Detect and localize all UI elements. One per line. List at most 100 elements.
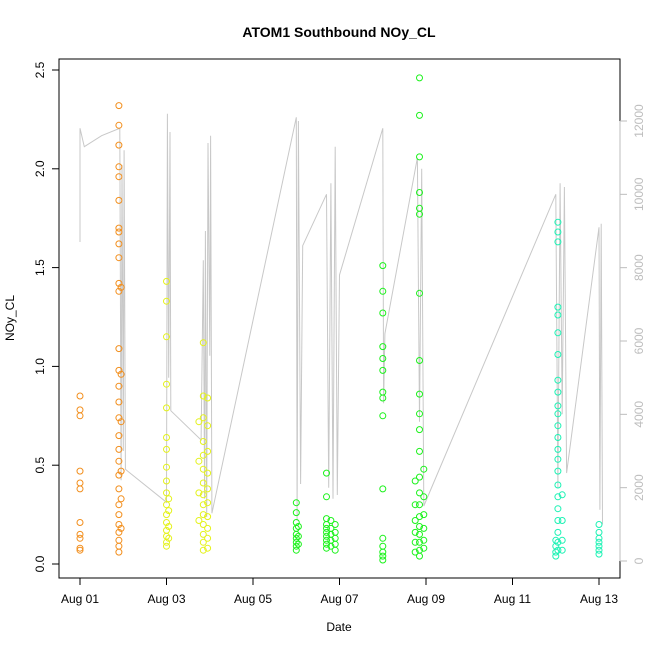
data-point-series-2: [199, 392, 207, 400]
y-tick-label: 2.0: [33, 160, 47, 177]
y-axis-label: NOy_CL: [3, 295, 17, 341]
data-point-series-1: [115, 240, 123, 248]
data-point-series-4: [558, 536, 566, 544]
data-point-series-2: [199, 511, 207, 519]
data-point-series-3: [420, 511, 428, 519]
data-point-series-2: [199, 538, 207, 546]
data-point-series-3: [420, 524, 428, 532]
data-point-series-2: [204, 524, 212, 532]
data-point-series-2: [199, 491, 207, 499]
x-tick-label: Aug 05: [234, 592, 272, 606]
data-point-series-4: [554, 455, 562, 463]
x-tick-label: Aug 03: [147, 592, 185, 606]
data-point-series-4: [554, 218, 562, 226]
data-point-series-2: [165, 507, 173, 515]
data-point-series-2: [195, 418, 203, 426]
data-point-series-1: [76, 406, 84, 414]
data-point-series-2: [204, 485, 212, 493]
data-point-series-1: [117, 370, 125, 378]
data-point-series-1: [115, 542, 123, 550]
data-point-series-1: [115, 471, 123, 479]
data-point-series-1: [115, 521, 123, 528]
data-point-series-2: [163, 477, 170, 485]
data-point-series-4: [554, 228, 562, 236]
data-point-series-1: [115, 382, 123, 390]
data-point-series-2: [199, 451, 207, 459]
data-point-series-3: [323, 536, 330, 544]
data-point-series-3: [292, 499, 300, 507]
x-tick-label: Aug 13: [580, 592, 618, 606]
data-point-series-3: [411, 538, 419, 546]
data-point-series-3: [294, 523, 302, 530]
data-point-series-4: [558, 517, 566, 524]
data-point-series-3: [416, 189, 423, 196]
data-point-series-2: [204, 394, 212, 402]
data-point-series-4: [554, 467, 562, 475]
data-point-series-2: [199, 438, 207, 445]
data-point-series-2: [199, 339, 207, 347]
data-point-series-4: [554, 329, 562, 337]
data-point-series-1: [115, 224, 123, 232]
data-point-series-2: [165, 523, 173, 530]
secondary-y-axis: 0 2000 4000 6000 8000 10000 12000: [619, 104, 646, 564]
x-tick-label: Aug 11: [494, 592, 531, 606]
data-point-series-1: [115, 398, 123, 406]
data-point-series-2: [199, 479, 207, 487]
data-point-series-4: [554, 402, 562, 410]
data-point-series-3: [379, 287, 387, 295]
data-point-series-4: [554, 528, 562, 536]
secondary-series-line: [79, 113, 603, 525]
secondary-y-tick-label: 12000: [632, 104, 646, 138]
data-point-series-1: [76, 519, 84, 526]
data-point-series-3: [416, 473, 423, 481]
data-point-series-2: [195, 457, 203, 465]
data-point-series-3: [379, 366, 387, 374]
data-point-series-1: [117, 467, 125, 475]
data-point-series-3: [323, 524, 330, 532]
x-tick-label: Aug 01: [61, 592, 99, 606]
data-point-series-4: [554, 481, 562, 489]
data-point-series-3: [327, 542, 335, 550]
data-point-series-4: [554, 505, 562, 513]
x-tick-label: Aug 07: [320, 592, 358, 606]
data-point-series-3: [416, 210, 423, 218]
data-point-series-1: [115, 548, 123, 556]
secondary-y-tick-label: 8000: [632, 254, 646, 281]
scatter-points-layer: [76, 74, 603, 564]
data-point-series-3: [292, 542, 300, 550]
data-point-series-3: [323, 469, 330, 477]
y-tick-label: 0.0: [33, 555, 47, 572]
data-point-series-4: [558, 546, 566, 554]
data-point-series-4: [554, 410, 562, 418]
data-point-series-2: [163, 542, 170, 550]
data-point-series-3: [416, 426, 423, 434]
data-point-series-3: [379, 355, 387, 362]
data-point-series-2: [165, 495, 173, 503]
data-point-series-1: [115, 511, 123, 519]
data-point-series-3: [292, 530, 300, 538]
y-tick-label: 0.5: [33, 457, 47, 474]
data-point-series-4: [554, 546, 562, 554]
data-point-series-2: [199, 465, 207, 473]
data-point-series-1: [115, 536, 123, 544]
data-point-series-4: [554, 303, 562, 311]
y-axis: 0.0 0.5 1.0 1.5 2.0 2.5: [33, 61, 60, 572]
data-point-series-1: [117, 418, 125, 426]
data-point-series-3: [416, 111, 423, 119]
data-point-series-1: [76, 530, 84, 538]
data-point-series-1: [115, 196, 123, 204]
data-point-series-1: [115, 173, 123, 181]
data-point-series-3: [416, 289, 423, 297]
data-point-series-2: [163, 333, 170, 341]
data-point-series-3: [379, 343, 387, 351]
data-point-series-1: [115, 366, 123, 374]
data-point-series-4: [552, 548, 560, 556]
data-point-series-3: [416, 357, 423, 364]
data-point-series-3: [379, 394, 387, 402]
data-point-series-1: [115, 445, 123, 453]
data-point-series-4: [595, 528, 603, 536]
data-point-series-1: [115, 254, 123, 262]
data-point-series-3: [416, 552, 423, 560]
data-point-series-3: [416, 447, 423, 455]
y-tick-label: 1.0: [33, 358, 47, 375]
